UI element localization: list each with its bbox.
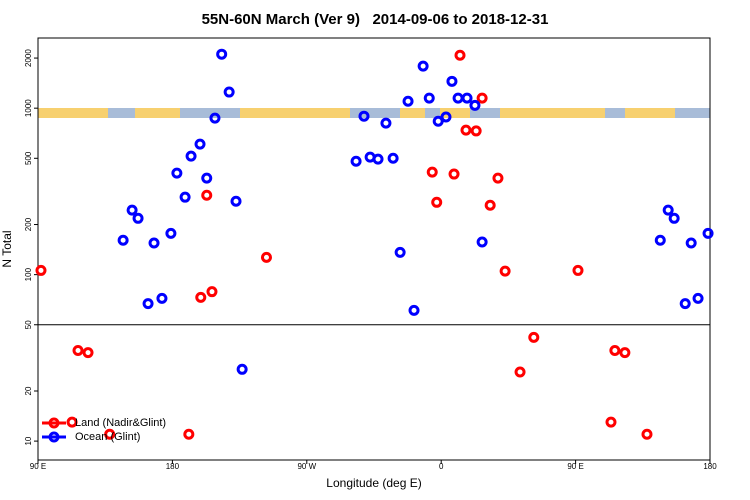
point xyxy=(171,167,183,179)
y-tick-label: 500 xyxy=(24,151,33,165)
y-tick-label: 20 xyxy=(24,386,33,395)
legend-marker xyxy=(48,431,60,443)
x-tick-label: 0 xyxy=(439,462,444,471)
point xyxy=(394,246,406,258)
point xyxy=(201,189,213,201)
point xyxy=(679,298,691,310)
point xyxy=(117,234,129,246)
point xyxy=(460,124,472,136)
point xyxy=(448,168,460,180)
y-axis-label: N Total xyxy=(0,230,14,267)
point xyxy=(528,331,540,343)
point xyxy=(82,347,94,359)
point xyxy=(499,265,511,277)
plot-frame xyxy=(37,37,711,461)
chart-title: 55N-60N March (Ver 9) 2014-09-06 to 2018… xyxy=(202,11,549,28)
point xyxy=(156,292,168,304)
point xyxy=(692,292,704,304)
point xyxy=(142,298,154,310)
point xyxy=(260,251,272,263)
point xyxy=(132,212,144,224)
x-tick-label: 180 xyxy=(166,462,180,471)
point xyxy=(426,166,438,178)
point xyxy=(572,264,584,276)
point xyxy=(185,150,197,162)
point xyxy=(230,195,242,207)
point xyxy=(408,304,420,316)
point xyxy=(432,115,444,127)
point xyxy=(476,236,488,248)
point xyxy=(702,227,714,239)
point xyxy=(476,92,488,104)
point xyxy=(402,95,414,107)
point xyxy=(685,237,697,249)
point xyxy=(372,153,384,165)
point xyxy=(194,138,206,150)
point xyxy=(380,117,392,129)
y-tick-label: 2000 xyxy=(24,49,33,67)
point xyxy=(446,75,458,87)
point xyxy=(179,191,191,203)
point xyxy=(183,428,195,440)
legend-label: Land (Nadir&Glint) xyxy=(75,417,166,429)
point xyxy=(201,172,213,184)
point xyxy=(492,172,504,184)
point xyxy=(605,416,617,428)
x-tick-label: 90 W xyxy=(297,462,316,471)
legend-label: Ocean (Glint) xyxy=(75,431,140,443)
point xyxy=(461,92,473,104)
point xyxy=(206,286,218,298)
point xyxy=(35,264,47,276)
point xyxy=(66,416,78,428)
point xyxy=(126,204,138,216)
y-tick-label: 1000 xyxy=(24,99,33,117)
point xyxy=(387,152,399,164)
point xyxy=(641,428,653,440)
point xyxy=(216,48,228,60)
point xyxy=(609,345,621,357)
point xyxy=(440,111,452,123)
point xyxy=(417,60,429,72)
point xyxy=(469,99,481,111)
point xyxy=(104,428,116,440)
point xyxy=(484,199,496,211)
point xyxy=(654,234,666,246)
point xyxy=(195,291,207,303)
x-tick-label: 180 xyxy=(703,462,717,471)
point xyxy=(619,347,631,359)
point xyxy=(72,345,84,357)
point xyxy=(148,237,160,249)
x-tick-label: 90 E xyxy=(30,462,46,471)
y-tick-label: 10 xyxy=(24,436,33,445)
point xyxy=(454,49,466,61)
y-tick-label: 100 xyxy=(24,267,33,281)
point xyxy=(358,110,370,122)
x-axis-label: Longitude (deg E) xyxy=(326,476,421,490)
point xyxy=(668,212,680,224)
x-tick-label: 90 E xyxy=(567,462,583,471)
y-tick-label: 200 xyxy=(24,217,33,231)
point xyxy=(423,92,435,104)
point xyxy=(236,363,248,375)
point xyxy=(470,125,482,137)
y-tick-label: 50 xyxy=(24,320,33,329)
point xyxy=(209,112,221,124)
legend-marker xyxy=(48,417,60,429)
point xyxy=(514,366,526,378)
point xyxy=(662,204,674,216)
point xyxy=(431,196,443,208)
point xyxy=(223,86,235,98)
point xyxy=(452,92,464,104)
point xyxy=(165,227,177,239)
point xyxy=(350,155,362,167)
map-strip xyxy=(38,108,710,118)
